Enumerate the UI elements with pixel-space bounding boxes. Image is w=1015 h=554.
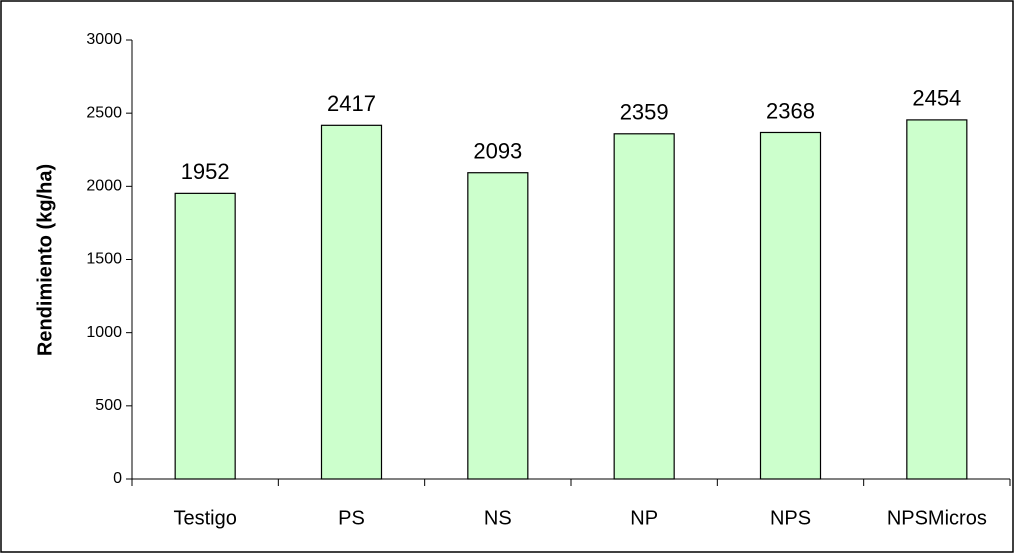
x-tick-label: NPSMicros <box>887 507 987 529</box>
y-axis-label: Rendimiento (kg/ha) <box>34 164 56 356</box>
data-label: 2368 <box>766 98 815 123</box>
data-label: 2454 <box>912 86 961 111</box>
bar <box>467 172 529 480</box>
data-label: 2359 <box>620 100 669 125</box>
x-tick-label: Testigo <box>173 507 236 529</box>
bar <box>759 131 822 480</box>
x-tick-label: NP <box>630 507 658 529</box>
x-tick-label: NPS <box>770 507 811 529</box>
bar <box>174 192 236 480</box>
y-tick-label: 1500 <box>86 251 122 268</box>
y-tick-label: 0 <box>113 470 122 487</box>
y-tick-label: 1000 <box>86 324 122 341</box>
bar <box>906 119 968 480</box>
bar <box>320 124 383 480</box>
y-tick-label: 3000 <box>86 31 122 48</box>
data-label: 1952 <box>181 159 230 184</box>
bar <box>613 133 675 480</box>
y-tick-label: 2000 <box>86 178 122 195</box>
y-tick-label: 500 <box>95 397 122 414</box>
data-label: 2417 <box>327 91 376 116</box>
data-label: 2093 <box>473 139 522 164</box>
y-tick-label: 2500 <box>86 104 122 121</box>
x-tick-label: PS <box>338 507 365 529</box>
x-tick-label: NS <box>484 507 512 529</box>
